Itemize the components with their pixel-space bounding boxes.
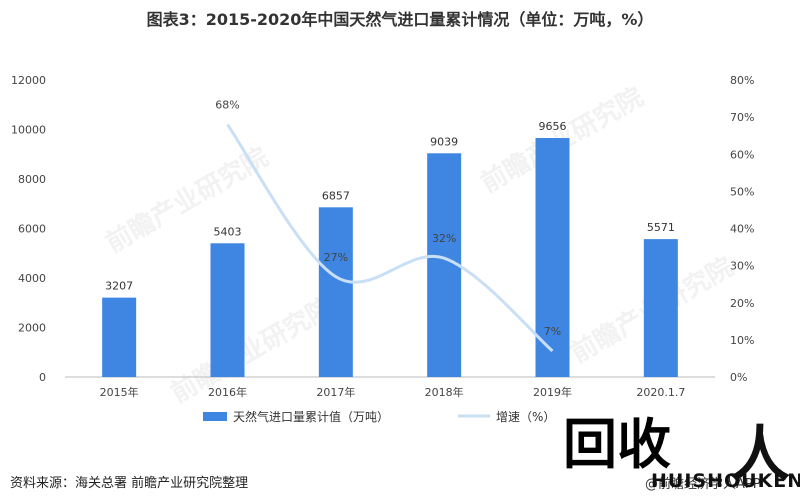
y-left-tick-label: 6000 [18,223,46,236]
bar [535,138,570,377]
x-tick-label: 2019年 [533,385,572,399]
y-right-tick-label: 50% [730,185,754,198]
y-right-tick-label: 20% [730,297,754,310]
bar [427,153,462,377]
legend-swatch-bar [203,412,227,421]
y-right-tick-label: 40% [730,223,754,236]
watermark-logo: 回收 人 HUISHOUKEN [545,398,800,498]
y-left-tick-label: 10000 [11,124,46,137]
y-right-tick-label: 30% [730,260,754,273]
bar [102,297,137,377]
chart-title: 图表3：2015-2020年中国天然气进口量累计情况（单位：万吨，%） [146,10,654,29]
watermark-logo-text: HUISHOUKEN [651,470,800,492]
y-right-tick-label: 70% [730,111,754,124]
growth-value-label: 32% [432,232,456,245]
bar [643,239,678,377]
y-left-tick-label: 2000 [18,322,46,335]
y-left-tick-label: 12000 [11,74,46,87]
x-tick-label: 2018年 [425,385,464,399]
y-right-tick-label: 80% [730,74,754,87]
bar-value-label: 9656 [539,120,567,133]
bar [318,207,353,377]
growth-line [226,123,554,353]
bar-value-label: 6857 [322,189,350,202]
bar-value-label: 9039 [430,135,458,148]
growth-value-label: 7% [544,325,561,338]
legend-label-line: 增速（%） [496,410,555,424]
bar-value-label: 3207 [105,280,133,293]
x-tick-label: 2016年 [208,385,247,399]
y-left-tick-label: 4000 [18,272,46,285]
legend-label-bar: 天然气进口量累计值（万吨） [233,409,389,424]
y-left-tick-label: 8000 [18,173,46,186]
watermark-logo-mark: 人 [730,420,790,490]
x-tick-label: 2015年 [100,385,139,399]
y-left-tick-label: 0 [39,371,46,384]
bar-value-label: 5403 [214,225,242,238]
growth-value-label: 27% [324,251,348,264]
x-tick-label: 2020.1.7 [636,386,685,399]
bar [210,243,245,377]
x-tick-label: 2017年 [316,385,355,399]
y-right-tick-label: 60% [730,148,754,161]
y-right-tick-label: 10% [730,334,754,347]
bar-value-label: 5571 [647,221,675,234]
growth-value-label: 68% [215,99,239,112]
y-right-tick-label: 0% [730,371,747,384]
source-note: 资料来源：海关总署 前瞻产业研究院整理 [10,476,249,491]
watermark-logo-glyphs: 回收 [563,413,671,476]
brand-footer: @前瞻经济学人APP [645,477,761,492]
